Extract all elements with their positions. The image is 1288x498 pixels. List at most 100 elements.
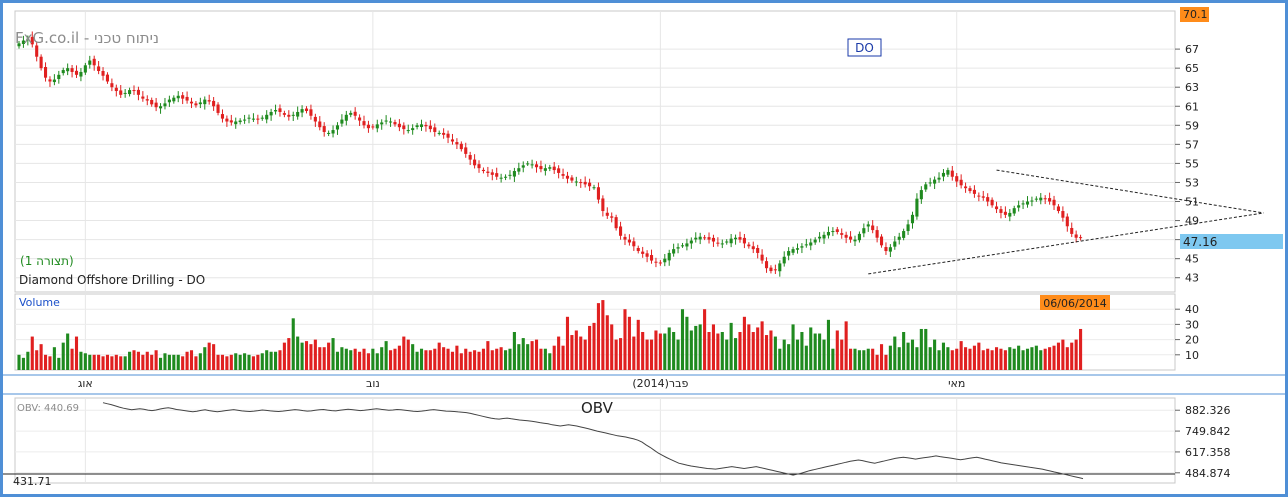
candle-body <box>92 58 96 66</box>
volume-bar <box>623 309 627 370</box>
candle-body <box>154 102 158 108</box>
candle-body <box>959 179 963 186</box>
candle-body <box>552 166 556 171</box>
candle-body <box>145 99 149 101</box>
volume-bar <box>835 330 839 370</box>
candle-body <box>742 237 746 244</box>
candle-body <box>1043 198 1047 200</box>
volume-bar <box>349 350 353 370</box>
volume-bar <box>52 347 56 370</box>
volume-bar <box>198 353 202 370</box>
volume-bar <box>893 336 897 370</box>
candle-body <box>35 45 39 57</box>
candle-body <box>428 125 432 130</box>
volume-bar <box>291 318 295 370</box>
candle-body <box>207 100 211 102</box>
candle-body <box>450 139 455 142</box>
candle-body <box>769 267 773 272</box>
candle-body <box>243 119 247 121</box>
volume-bar <box>468 351 472 370</box>
volume-bar <box>716 333 720 370</box>
candle-body <box>229 120 233 123</box>
candle-body <box>601 198 605 212</box>
volume-bar <box>853 348 857 370</box>
volume-bar <box>924 328 928 370</box>
candle-body <box>902 231 906 238</box>
candle-body <box>468 155 472 160</box>
volume-bar <box>97 354 101 370</box>
volume-bar <box>145 351 149 370</box>
candle-body <box>158 106 163 109</box>
volume-bar <box>43 354 48 370</box>
candle-body <box>251 118 255 120</box>
month-label: (2014)פבר <box>632 377 688 390</box>
candle-body <box>1017 205 1021 208</box>
volume-bar <box>322 347 326 370</box>
volume-bar <box>937 350 941 370</box>
volume-bar <box>335 351 340 370</box>
candle-body <box>473 159 477 166</box>
volume-bar <box>596 303 600 370</box>
axis-labels: 43454749515355575961636567אוגנוב(2014)פב… <box>78 43 1231 480</box>
candle-body <box>645 253 649 257</box>
candle-body <box>548 167 552 169</box>
display-label: (תצורה 1) <box>20 254 74 268</box>
volume-bar <box>809 327 813 370</box>
volume-bar <box>769 330 773 370</box>
volume-bar <box>543 348 547 370</box>
volume-bar <box>256 354 260 370</box>
volume-bar <box>128 351 132 370</box>
volume-bar <box>933 339 937 370</box>
volume-bar <box>800 332 804 370</box>
volume-bar <box>450 351 455 370</box>
volume-bar <box>959 341 963 370</box>
volume-bar <box>428 350 432 370</box>
candle-body <box>455 142 459 145</box>
candle-body <box>685 243 689 247</box>
candle-body <box>172 97 176 102</box>
candle-body <box>968 188 972 192</box>
volume-bar <box>791 324 795 370</box>
candle-body <box>517 168 521 172</box>
volume-bar <box>225 356 229 370</box>
volume-bar <box>216 354 220 370</box>
candle-body <box>331 130 335 134</box>
candle-body <box>787 251 791 256</box>
price-tick-label: 43 <box>1185 272 1199 285</box>
candle-body <box>1008 212 1012 217</box>
volume-bar <box>304 341 309 370</box>
candle-body <box>322 126 326 132</box>
candle-body <box>1030 200 1034 202</box>
volume-bar <box>990 350 994 370</box>
volume-bar <box>641 332 645 370</box>
volume-bar <box>181 356 185 370</box>
volume-bar <box>424 350 428 370</box>
candle-body <box>893 241 897 247</box>
candle-body <box>88 60 92 65</box>
volume-bar <box>822 339 826 370</box>
candle-body <box>964 186 968 189</box>
candle-body <box>840 233 844 235</box>
candle-body <box>826 231 831 236</box>
price-tick-label: 65 <box>1185 62 1199 75</box>
candle-body <box>1025 201 1030 205</box>
volume-bar <box>729 322 733 370</box>
candle-body <box>464 147 468 154</box>
candle-body <box>1079 237 1083 239</box>
volume-bar <box>742 316 746 370</box>
candle-body <box>565 175 570 179</box>
candle-body <box>632 241 636 247</box>
volume-bar <box>61 342 65 370</box>
volume-bar <box>711 324 715 370</box>
volume-bar <box>163 353 167 370</box>
volume-bar <box>866 348 870 370</box>
candle-body <box>1034 198 1038 200</box>
volume-bar <box>1056 342 1061 370</box>
candle-body <box>800 246 804 248</box>
candle-body <box>481 169 485 172</box>
candle-body <box>269 111 273 116</box>
candle-body <box>636 247 640 252</box>
candle-body <box>123 92 127 94</box>
candle-body <box>39 56 43 69</box>
volume-bar <box>1065 347 1069 370</box>
